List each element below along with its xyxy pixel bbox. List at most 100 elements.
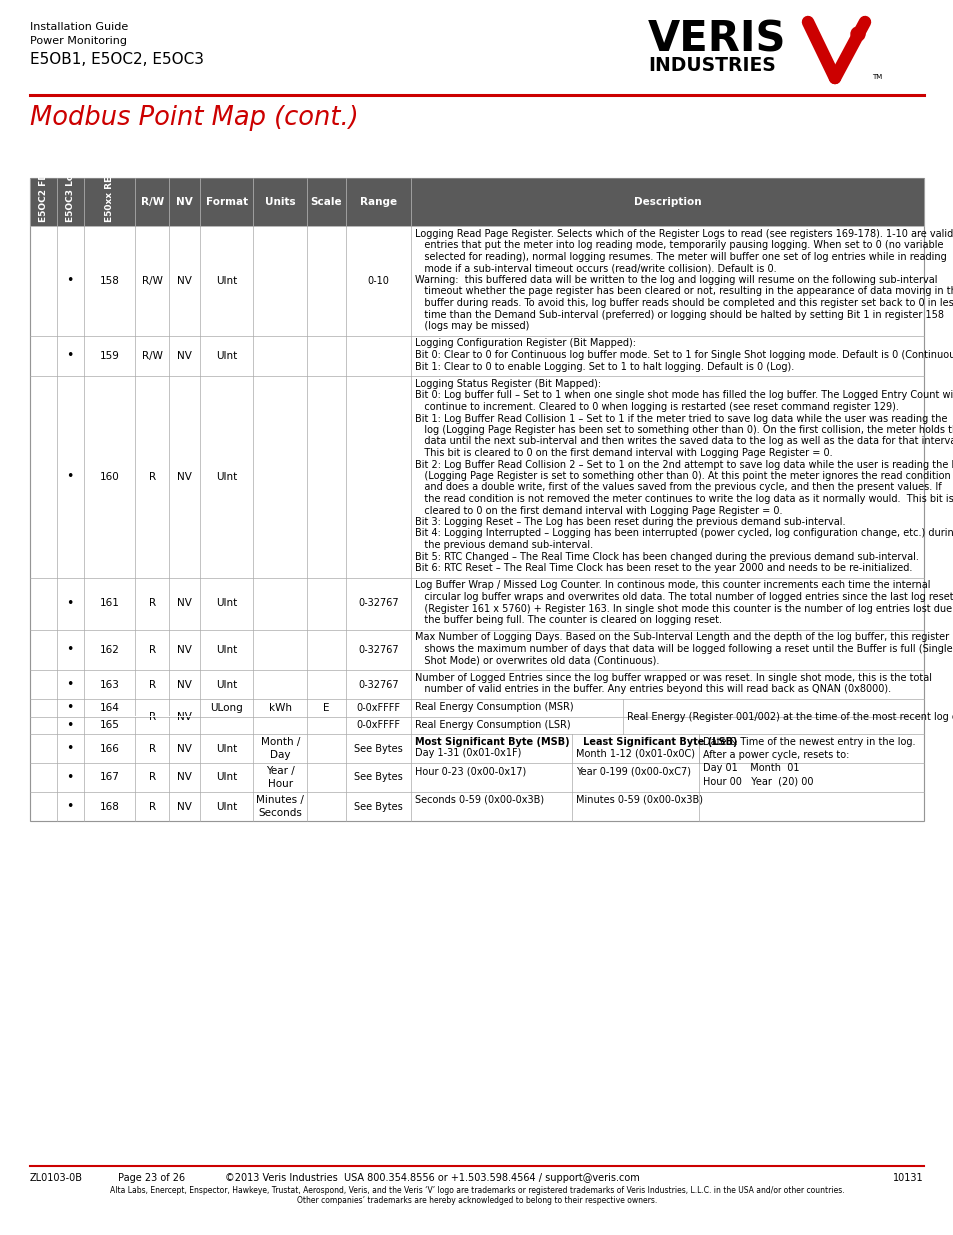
Text: Shot Mode) or overwrites old data (Continuous).: Shot Mode) or overwrites old data (Conti… — [415, 656, 659, 666]
Text: 160: 160 — [99, 472, 119, 482]
Text: 0-0xFFFF: 0-0xFFFF — [355, 703, 400, 713]
Text: Real Energy Consumption (LSR): Real Energy Consumption (LSR) — [415, 720, 570, 730]
Text: E: E — [323, 703, 330, 713]
Text: NV: NV — [177, 773, 192, 783]
Text: R: R — [149, 472, 156, 482]
Text: •: • — [67, 597, 73, 610]
Text: 0-10: 0-10 — [367, 275, 389, 285]
Text: •: • — [67, 742, 73, 755]
Text: Number of Logged Entries since the log buffer wrapped or was reset. In single sh: Number of Logged Entries since the log b… — [415, 673, 931, 683]
Text: 163: 163 — [99, 679, 119, 689]
Text: and does a double write, first of the values saved from the previous cycle, and : and does a double write, first of the va… — [415, 483, 941, 493]
Text: Bit 5: RTC Changed – The Real Time Clock has been changed during the previous de: Bit 5: RTC Changed – The Real Time Clock… — [415, 552, 918, 562]
Bar — [30, 734, 923, 763]
Text: Bit 0: Log buffer full – Set to 1 when one single shot mode has filled the log b: Bit 0: Log buffer full – Set to 1 when o… — [415, 390, 953, 400]
Text: 166: 166 — [99, 743, 119, 753]
Text: Installation Guide: Installation Guide — [30, 22, 128, 32]
Text: Bit 6: RTC Reset – The Real Time Clock has been reset to the year 2000 and needs: Bit 6: RTC Reset – The Real Time Clock h… — [415, 563, 911, 573]
Text: (logs may be missed): (logs may be missed) — [415, 321, 529, 331]
Text: ZL0103-0B: ZL0103-0B — [30, 1173, 83, 1183]
Text: circular log buffer wraps and overwrites old data. The total number of logged en: circular log buffer wraps and overwrites… — [415, 592, 953, 601]
Text: UInt: UInt — [215, 351, 237, 361]
Text: Day 1-31 (0x01-0x1F): Day 1-31 (0x01-0x1F) — [415, 748, 520, 758]
Text: buffer during reads. To avoid this, log buffer reads should be completed and thi: buffer during reads. To avoid this, log … — [415, 298, 953, 308]
Text: Real Energy Consumption (MSR): Real Energy Consumption (MSR) — [415, 701, 573, 713]
Text: •: • — [67, 701, 73, 714]
Text: time than the Demand Sub-interval (preferred) or logging should be halted by set: time than the Demand Sub-interval (prefe… — [415, 310, 943, 320]
Text: UInt: UInt — [215, 802, 237, 811]
Text: Year 0-199 (0x00-0xC7): Year 0-199 (0x00-0xC7) — [576, 766, 691, 776]
Text: UInt: UInt — [215, 275, 237, 285]
Bar — [30, 699, 923, 716]
Text: 0-32767: 0-32767 — [357, 679, 398, 689]
Text: VERIS: VERIS — [647, 19, 785, 61]
Text: R: R — [149, 599, 156, 609]
Text: 0-32767: 0-32767 — [357, 645, 398, 655]
Text: 158: 158 — [99, 275, 119, 285]
Text: •: • — [67, 800, 73, 813]
Text: NV: NV — [177, 679, 192, 689]
Bar — [30, 716, 923, 734]
Text: 164: 164 — [99, 703, 119, 713]
Text: E5OB1, E5OC2, E5OC3: E5OB1, E5OC2, E5OC3 — [30, 52, 204, 67]
Text: Bit 1: Clear to 0 to enable Logging. Set to 1 to halt logging. Default is 0 (Log: Bit 1: Clear to 0 to enable Logging. Set… — [415, 362, 793, 372]
Text: Other companies’ trademarks are hereby acknowledged to belong to their respectiv: Other companies’ trademarks are hereby a… — [296, 1195, 657, 1205]
Text: NV: NV — [177, 351, 192, 361]
Text: E5OC3 Log: E5OC3 Log — [66, 168, 74, 222]
Text: Real Energy (Register 001/002) at the time of the most recent log entries.: Real Energy (Register 001/002) at the ti… — [626, 711, 953, 721]
Text: UInt: UInt — [215, 599, 237, 609]
Text: Bit 3: Logging Reset – The Log has been reset during the previous demand sub-int: Bit 3: Logging Reset – The Log has been … — [415, 517, 844, 527]
Text: 0-0xFFFF: 0-0xFFFF — [355, 720, 400, 730]
Text: •: • — [67, 678, 73, 692]
Text: entries that put the meter into log reading mode, temporarily pausing logging. W: entries that put the meter into log read… — [415, 241, 943, 251]
Bar — [30, 630, 923, 671]
Text: UInt: UInt — [215, 472, 237, 482]
Text: Power Monitoring: Power Monitoring — [30, 36, 127, 46]
Text: •: • — [67, 719, 73, 732]
Text: kWh: kWh — [269, 703, 292, 713]
Text: UInt: UInt — [215, 679, 237, 689]
Text: •: • — [67, 350, 73, 362]
Text: selected for reading), normal logging resumes. The meter will buffer one set of : selected for reading), normal logging re… — [415, 252, 945, 262]
Text: UInt: UInt — [215, 743, 237, 753]
Text: 159: 159 — [99, 351, 119, 361]
Text: Logging Status Register (Bit Mapped):: Logging Status Register (Bit Mapped): — [415, 379, 600, 389]
Text: •: • — [67, 771, 73, 784]
Text: R/W: R/W — [141, 198, 164, 207]
Text: 0-32767: 0-32767 — [357, 599, 398, 609]
Text: (Logging Page Register is set to something other than 0). At this point the mete: (Logging Page Register is set to somethi… — [415, 471, 949, 480]
Text: the buffer being full. The counter is cleared on logging reset.: the buffer being full. The counter is cl… — [415, 615, 721, 625]
Text: 167: 167 — [99, 773, 119, 783]
Bar — [30, 763, 923, 792]
Ellipse shape — [850, 27, 864, 41]
Text: R/W: R/W — [142, 275, 163, 285]
Text: Max Number of Logging Days. Based on the Sub-Interval Length and the depth of th: Max Number of Logging Days. Based on the… — [415, 632, 948, 642]
Text: R: R — [149, 711, 156, 721]
Text: UInt: UInt — [215, 645, 237, 655]
Text: NV: NV — [177, 711, 192, 721]
Text: Month /
Day: Month / Day — [260, 737, 299, 760]
Text: E50xx REG.: E50xx REG. — [105, 165, 114, 222]
Text: Warning:  this buffered data will be written to the log and logging will resume : Warning: this buffered data will be writ… — [415, 275, 937, 285]
Text: 165: 165 — [99, 720, 119, 730]
Text: cleared to 0 on the first demand interval with Logging Page Register = 0.: cleared to 0 on the first demand interva… — [415, 505, 781, 515]
Text: Year /
Hour: Year / Hour — [266, 766, 294, 789]
Text: •: • — [67, 274, 73, 288]
Text: the read condition is not removed the meter continues to write the log data as i: the read condition is not removed the me… — [415, 494, 953, 504]
Bar — [30, 336, 923, 375]
Text: See Bytes: See Bytes — [354, 802, 402, 811]
Text: Format: Format — [206, 198, 248, 207]
Text: R: R — [149, 679, 156, 689]
Text: TM: TM — [871, 74, 882, 80]
Text: See Bytes: See Bytes — [354, 773, 402, 783]
Text: Hour 0-23 (0x00-0x17): Hour 0-23 (0x00-0x17) — [415, 766, 525, 776]
Text: •: • — [67, 643, 73, 656]
Text: NV: NV — [177, 743, 192, 753]
Bar — [30, 792, 923, 821]
Bar — [30, 578, 923, 630]
Bar — [30, 178, 923, 226]
Text: Seconds 0-59 (0x00-0x3B): Seconds 0-59 (0x00-0x3B) — [415, 795, 543, 805]
Text: mode if a sub-interval timeout occurs (read/write collision). Default is 0.: mode if a sub-interval timeout occurs (r… — [415, 263, 776, 273]
Text: Bit 2: Log Buffer Read Collision 2 – Set to 1 on the 2nd attempt to save log dat: Bit 2: Log Buffer Read Collision 2 – Set… — [415, 459, 953, 469]
Text: This bit is cleared to 0 on the first demand interval with Logging Page Register: This bit is cleared to 0 on the first de… — [415, 448, 832, 458]
